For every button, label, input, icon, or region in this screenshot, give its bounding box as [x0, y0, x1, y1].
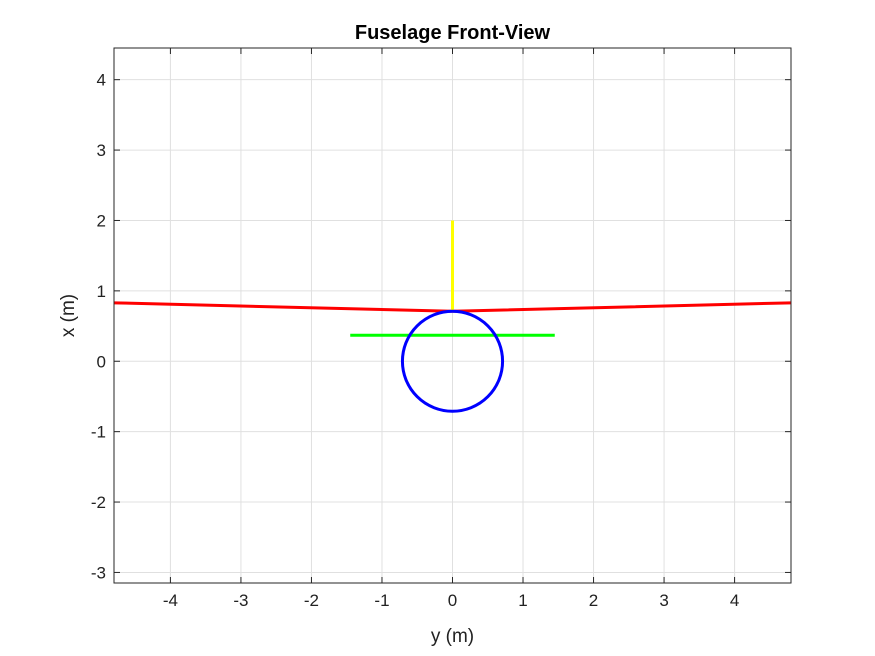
- x-tick-label: 2: [589, 591, 598, 610]
- x-tick-label: 3: [659, 591, 668, 610]
- tick-marks: [114, 48, 791, 583]
- x-tick-label: -2: [304, 591, 319, 610]
- x-axis-label: y (m): [431, 626, 474, 647]
- grid-lines: [114, 48, 791, 583]
- y-tick-label: -1: [91, 423, 106, 442]
- y-tick-label: 2: [97, 211, 106, 230]
- y-tick-label: 0: [97, 352, 106, 371]
- y-axis-label: x (m): [58, 294, 79, 337]
- series-3-circle: [400, 309, 505, 413]
- series-layer: [113, 220, 792, 413]
- x-tick-label: 0: [448, 591, 457, 610]
- x-tick-label: -1: [374, 591, 389, 610]
- x-tick-label: 1: [518, 591, 527, 610]
- x-tick-label: -4: [163, 591, 178, 610]
- y-tick-label: -2: [91, 493, 106, 512]
- x-tick-label: 4: [730, 591, 739, 610]
- y-tick-label: 4: [97, 71, 106, 90]
- x-tick-label: -3: [233, 591, 248, 610]
- y-tick-label: 3: [97, 141, 106, 160]
- x-tick-labels: -4 -3 -2 -1 0 1 2 3 4: [163, 591, 739, 610]
- y-tick-label: 1: [97, 282, 106, 301]
- y-tick-label: -3: [91, 563, 106, 582]
- y-tick-labels: -3 -2 -1 0 1 2 3 4: [91, 71, 106, 583]
- chart-title: Fuselage Front-View: [355, 22, 551, 44]
